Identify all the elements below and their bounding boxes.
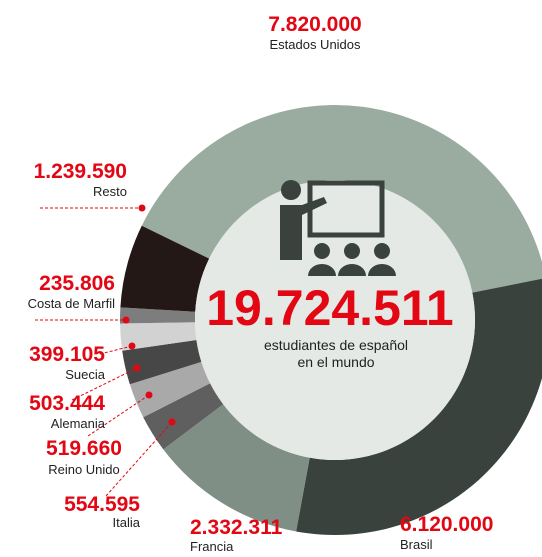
value-label: 235.806	[39, 272, 115, 295]
category-label: Reino Unido	[48, 462, 120, 477]
value-label: 399.105	[29, 343, 105, 366]
value-label: 1.239.590	[34, 160, 127, 183]
value-label: 7.820.000	[268, 13, 361, 36]
slice	[120, 322, 197, 351]
value-label: 519.660	[46, 437, 122, 460]
leaders	[35, 207, 173, 497]
category-label: Estados Unidos	[269, 37, 361, 52]
value-label: 2.332.311	[190, 516, 283, 539]
slice	[122, 339, 202, 385]
category-label: Italia	[113, 515, 141, 530]
slice	[143, 383, 224, 450]
category-label: Francia	[190, 539, 234, 554]
slice	[163, 404, 310, 532]
slice	[120, 307, 196, 324]
leader-dots	[122, 204, 176, 426]
value-label: 6.120.000	[400, 513, 493, 536]
category-label: Resto	[93, 184, 127, 199]
slice	[141, 105, 542, 293]
value-label: 503.444	[29, 392, 105, 415]
value-label: 554.595	[64, 493, 140, 516]
teacher-icon	[280, 180, 396, 276]
caption: en el mundo	[297, 354, 374, 370]
category-label: Suecia	[65, 367, 106, 382]
total: 19.724.511	[206, 280, 454, 336]
category-label: Alemania	[51, 416, 106, 431]
center-circle	[195, 180, 475, 460]
category-label: Costa de Marfil	[28, 296, 116, 311]
caption: estudiantes de español	[264, 337, 408, 353]
category-label: Brasil	[400, 537, 433, 552]
donut	[120, 105, 542, 535]
slice	[120, 225, 210, 312]
slice	[296, 278, 542, 535]
slice	[129, 361, 211, 418]
